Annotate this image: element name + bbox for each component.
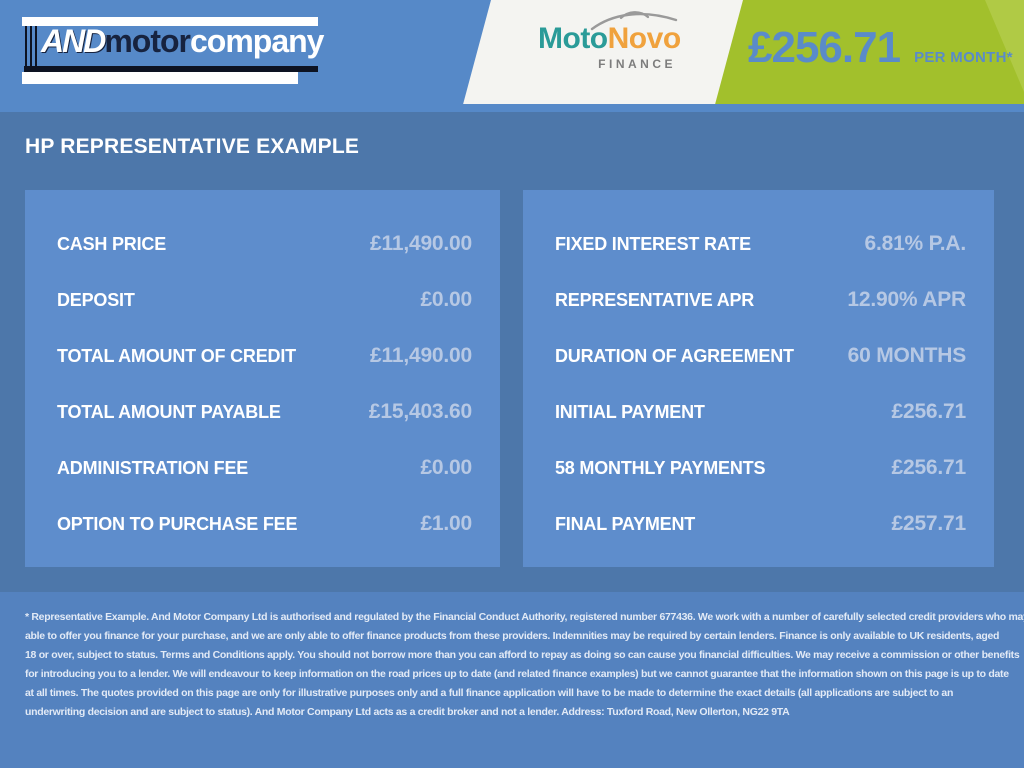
finance-panel-right: FIXED INTEREST RATE 6.81% P.A. REPRESENT… (523, 190, 994, 567)
logo-stripe (30, 26, 32, 72)
finance-row: DURATION OF AGREEMENT 60 MONTHS (555, 328, 966, 384)
legal-text: * Representative Example. And Motor Comp… (25, 608, 1024, 722)
motonovo-novo: Novo (607, 22, 682, 55)
finance-value: £257.71 (891, 512, 966, 535)
legal-line: underwriting decision and are subject to… (25, 706, 790, 718)
motonovo-wordmark: MotoNovo (538, 22, 681, 55)
motonovo-logo: MotoNovo FINANCE (538, 11, 681, 71)
page-title: HP REPRESENTATIVE EXAMPLE (25, 135, 360, 158)
finance-label: 58 MONTHLY PAYMENTS (555, 457, 766, 478)
motonovo-moto: Moto (538, 22, 608, 55)
legal-line: 18 or over, subject to status. Terms and… (25, 649, 1020, 661)
finance-row: TOTAL AMOUNT PAYABLE £15,403.60 (57, 384, 472, 440)
finance-label: TOTAL AMOUNT PAYABLE (57, 401, 281, 422)
finance-label: DURATION OF AGREEMENT (555, 345, 794, 366)
dealer-logo-company: company (189, 23, 324, 59)
dealer-logo-and: AND (41, 23, 106, 59)
finance-panel-left: CASH PRICE £11,490.00 DEPOSIT £0.00 TOTA… (25, 190, 500, 567)
finance-row: FIXED INTEREST RATE 6.81% P.A. (555, 216, 966, 272)
finance-value: £11,490.00 (370, 232, 472, 255)
logo-stripe (35, 26, 37, 72)
monthly-price-suffix: PER MONTH* (914, 49, 1013, 66)
logo-underline-bar (24, 66, 318, 72)
finance-row: ADMINISTRATION FEE £0.00 (57, 440, 472, 496)
monthly-price-block: £256.71 PER MONTH* (748, 0, 1013, 104)
finance-label: FIXED INTEREST RATE (555, 233, 751, 254)
finance-label: INITIAL PAYMENT (555, 401, 705, 422)
finance-value: 60 MONTHS (847, 344, 967, 367)
finance-row: CASH PRICE £11,490.00 (57, 216, 472, 272)
logo-stripe (25, 26, 27, 72)
footer: * Representative Example. And Motor Comp… (0, 592, 1024, 768)
finance-value: £256.71 (891, 456, 966, 479)
dealer-logo-text: ANDmotorcompany (41, 23, 324, 59)
monthly-price: £256.71 (748, 23, 901, 72)
header: ANDmotorcompany MotoNovo FINANCE £256.71… (0, 0, 1024, 112)
finance-value: £0.00 (420, 288, 472, 311)
legal-line: for introducing you to a lender. We will… (25, 668, 1009, 680)
finance-row: DEPOSIT £0.00 (57, 272, 472, 328)
finance-value: £11,490.00 (370, 344, 472, 367)
finance-label: OPTION TO PURCHASE FEE (57, 513, 298, 534)
finance-value: £1.00 (420, 512, 472, 535)
legal-line: able to offer you finance for your purch… (25, 630, 1000, 642)
finance-label: FINAL PAYMENT (555, 513, 696, 534)
finance-value: 6.81% P.A. (864, 232, 966, 255)
finance-value: 12.90% APR (847, 288, 966, 311)
finance-value: £15,403.60 (368, 400, 472, 423)
car-swoosh-icon (590, 11, 678, 31)
finance-label: TOTAL AMOUNT OF CREDIT (57, 345, 296, 366)
finance-value: £0.00 (420, 456, 472, 479)
finance-row: INITIAL PAYMENT £256.71 (555, 384, 966, 440)
finance-label: ADMINISTRATION FEE (57, 457, 249, 478)
motonovo-finance-label: FINANCE (598, 57, 676, 71)
finance-row: TOTAL AMOUNT OF CREDIT £11,490.00 (57, 328, 472, 384)
finance-row: REPRESENTATIVE APR 12.90% APR (555, 272, 966, 328)
finance-row: OPTION TO PURCHASE FEE £1.00 (57, 496, 472, 552)
finance-label: REPRESENTATIVE APR (555, 289, 755, 310)
finance-label: CASH PRICE (57, 233, 167, 254)
finance-value: £256.71 (891, 400, 966, 423)
finance-label: DEPOSIT (57, 289, 135, 310)
dealer-logo: ANDmotorcompany (22, 17, 324, 85)
logo-top-bar (22, 17, 318, 26)
finance-row: FINAL PAYMENT £257.71 (555, 496, 966, 552)
logo-bottom-bar (22, 72, 298, 84)
legal-line: at all times. The quotes provided on thi… (25, 687, 954, 699)
dealer-logo-motor: motor (104, 23, 191, 59)
legal-line: * Representative Example. And Motor Comp… (25, 611, 1024, 623)
finance-row: 58 MONTHLY PAYMENTS £256.71 (555, 440, 966, 496)
